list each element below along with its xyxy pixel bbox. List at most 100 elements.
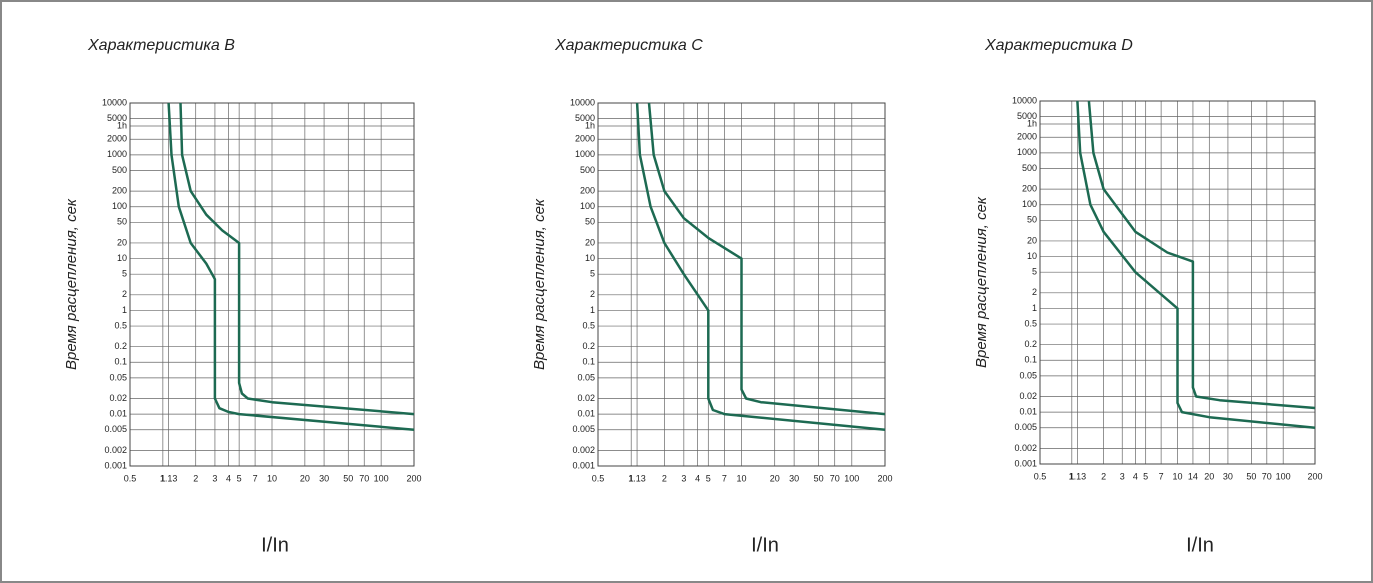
y-tick-label: 1h: [585, 120, 595, 130]
x-tick-label: 20: [1204, 471, 1214, 481]
y-tick-label: 10000: [1012, 95, 1037, 105]
curve: [179, 102, 415, 416]
y-tick-label: 20: [585, 237, 595, 247]
y-tick-label: 0.1: [582, 357, 595, 367]
y-tick-label: 0.5: [582, 320, 595, 330]
chart-title: Характеристика B: [87, 37, 235, 54]
y-tick-label: 10: [117, 253, 127, 263]
y-tick-label: 1000: [1017, 147, 1037, 157]
x-tick-label: 2: [1101, 471, 1106, 481]
curve: [167, 102, 415, 432]
y-tick-label: 500: [112, 165, 127, 175]
y-tick-label: 500: [580, 165, 595, 175]
y-tick-label: 50: [117, 217, 127, 227]
y-tick-label: 1h: [117, 120, 127, 130]
x-tick-label: 1.13: [628, 473, 646, 483]
y-tick-label: 500: [1022, 163, 1037, 173]
x-tick-label: 0.5: [1034, 471, 1047, 481]
x-tick-label: 200: [877, 473, 892, 483]
y-tick-label: 0.005: [104, 424, 127, 434]
x-tick-label: 50: [814, 473, 824, 483]
curve: [635, 102, 886, 432]
x-tick-label: 20: [770, 473, 780, 483]
y-tick-label: 5000: [1017, 111, 1037, 121]
x-tick-label: 30: [1223, 471, 1233, 481]
y-axis-label: Время расцепления, сек: [63, 198, 80, 370]
y-tick-label: 0.01: [577, 409, 595, 419]
x-tick-label: 1.13: [1069, 471, 1087, 481]
x-tick-label: 5: [237, 473, 242, 483]
x-tick-label: 1: [1069, 471, 1074, 481]
chart-title: Характеристика C: [554, 37, 703, 54]
y-tick-label: 0.002: [104, 445, 127, 455]
y-tick-label: 0.001: [572, 460, 595, 470]
y-tick-label: 5000: [575, 113, 595, 123]
x-tick-label: 7: [722, 473, 727, 483]
y-tick-label: 0.01: [1019, 407, 1037, 417]
y-tick-label: 100: [1022, 199, 1037, 209]
curve: [1087, 100, 1316, 410]
x-tick-label: 70: [1262, 471, 1272, 481]
x-tick-label: 2: [662, 473, 667, 483]
y-tick-label: 5: [1032, 267, 1037, 277]
y-tick-label: 1: [1032, 303, 1037, 313]
x-tick-label: 3: [681, 473, 686, 483]
x-tick-label: 1: [160, 473, 165, 483]
x-tick-label: 50: [1246, 471, 1256, 481]
y-tick-label: 0.1: [1024, 355, 1037, 365]
y-tick-label: 2: [1032, 287, 1037, 297]
x-tick-label: 70: [359, 473, 369, 483]
x-axis-label: I/In: [261, 534, 289, 556]
y-tick-label: 1h: [1027, 118, 1037, 128]
y-tick-label: 0.002: [1014, 443, 1037, 453]
y-tick-label: 200: [112, 185, 127, 195]
x-tick-label: 7: [1159, 471, 1164, 481]
y-tick-label: 0.2: [1024, 339, 1037, 349]
y-tick-label: 0.05: [577, 372, 595, 382]
x-tick-label: 2: [193, 473, 198, 483]
x-tick-label: 4: [1133, 471, 1138, 481]
y-tick-label: 0.02: [1019, 391, 1037, 401]
x-tick-label: 50: [343, 473, 353, 483]
y-tick-label: 1000: [107, 149, 127, 159]
y-tick-label: 0.05: [1019, 370, 1037, 380]
plot-area: [129, 102, 415, 467]
x-tick-label: 20: [300, 473, 310, 483]
y-tick-label: 5: [122, 269, 127, 279]
y-tick-label: 10: [1027, 251, 1037, 261]
x-tick-label: 100: [844, 473, 859, 483]
curve: [1076, 100, 1316, 430]
chart-title: Характеристика D: [984, 37, 1133, 54]
x-tick-label: 4: [226, 473, 231, 483]
y-tick-label: 5000: [107, 113, 127, 123]
x-tick-label: 1.13: [160, 473, 178, 483]
x-axis-label: I/In: [751, 534, 779, 556]
x-tick-label: 4: [695, 473, 700, 483]
x-tick-label: 10: [736, 473, 746, 483]
y-tick-label: 0.005: [1014, 422, 1037, 432]
x-tick-label: 0.5: [592, 473, 605, 483]
y-tick-label: 0.02: [577, 393, 595, 403]
x-tick-label: 14: [1188, 471, 1198, 481]
x-tick-label: 5: [706, 473, 711, 483]
x-tick-label: 200: [406, 473, 421, 483]
y-tick-label: 5: [590, 269, 595, 279]
y-tick-label: 10000: [102, 97, 127, 107]
y-tick-label: 1: [122, 305, 127, 315]
x-tick-label: 5: [1143, 471, 1148, 481]
x-tick-label: 7: [253, 473, 258, 483]
y-tick-label: 0.01: [109, 409, 127, 419]
x-tick-label: 0.5: [124, 473, 137, 483]
y-tick-label: 20: [117, 237, 127, 247]
y-axis-label: Время расцепления, сек: [531, 198, 548, 370]
x-tick-label: 100: [374, 473, 389, 483]
y-tick-label: 50: [1027, 215, 1037, 225]
y-tick-label: 0.02: [109, 393, 127, 403]
plot-area: [597, 102, 886, 467]
y-tick-label: 100: [580, 201, 595, 211]
y-axis-label: Время расцепления, сек: [973, 196, 990, 368]
x-tick-label: 70: [830, 473, 840, 483]
x-tick-label: 100: [1276, 471, 1291, 481]
x-tick-label: 10: [1172, 471, 1182, 481]
